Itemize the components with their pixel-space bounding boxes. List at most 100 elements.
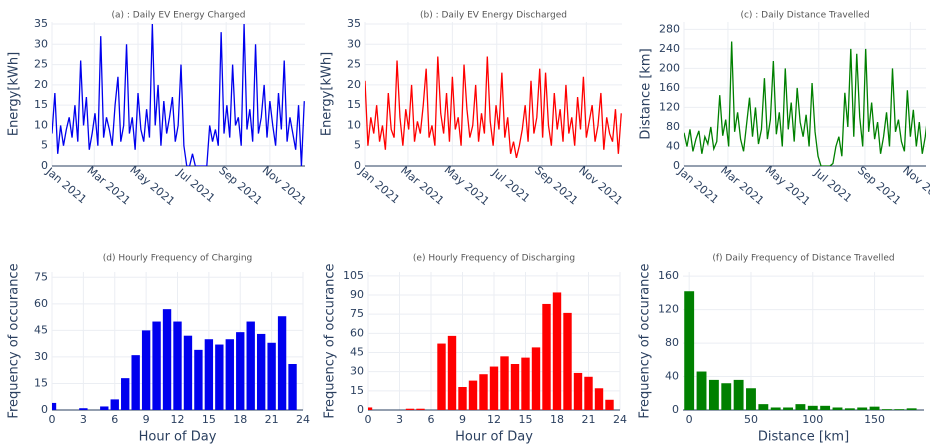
bar	[162, 309, 172, 410]
y-tick-label: 30	[347, 37, 361, 50]
bar	[194, 349, 203, 410]
x-tick-label: 18	[233, 413, 247, 426]
plot	[52, 24, 305, 166]
y-axis-label: Frequency of occurance	[638, 263, 653, 418]
x-tick-label: 9	[143, 413, 150, 426]
bar	[696, 371, 707, 410]
y-tick-label: 5	[354, 139, 361, 152]
x-tick-label: Jul 2021	[489, 166, 532, 205]
y-axis-label: Frequency of occurance	[323, 263, 338, 418]
bar	[416, 408, 425, 410]
bar	[510, 364, 520, 410]
bar	[437, 343, 446, 410]
y-tick-label: 80	[665, 336, 679, 349]
x-tick-label: May 2021	[127, 163, 177, 208]
bar	[832, 407, 843, 410]
x-tick-label: Mar 2021	[718, 164, 766, 208]
bar	[807, 405, 818, 410]
bar	[746, 388, 756, 410]
y-tick-label: 0	[673, 159, 680, 172]
y-tick-label: 60	[350, 326, 364, 339]
chart-title: (f) Daily Frequency of Distance Travelle…	[712, 254, 894, 264]
x-tick-label: May 2021	[763, 163, 813, 208]
bar	[758, 404, 769, 410]
bar	[605, 399, 614, 410]
x-tick-label: Jan 2021	[43, 164, 89, 206]
y-tick-label: 280	[659, 22, 680, 35]
bar	[733, 379, 744, 410]
panel: (d) Hourly Frequency of Charging01530456…	[7, 254, 311, 445]
bar	[500, 356, 509, 410]
bar	[173, 321, 182, 410]
bar	[894, 409, 905, 410]
x-tick-label: Nov 2021	[576, 164, 625, 208]
y-tick-label: 160	[658, 269, 679, 282]
panel: (c) : Daily Distance Travelled 0 40 80 120 16…	[639, 11, 930, 209]
x-tick-label: 3	[80, 413, 87, 426]
bar	[131, 355, 140, 410]
y-tick-label: 160	[659, 81, 680, 94]
panel: (b) : Daily EV Energy Discharged 0 5 10 15 20…	[320, 11, 626, 209]
bar	[770, 407, 781, 410]
bar	[246, 321, 255, 410]
chart-title: (d) Hourly Frequency of Charging	[103, 254, 253, 264]
y-tick-label: 75	[350, 307, 364, 320]
bar	[563, 312, 572, 410]
bar	[267, 342, 276, 410]
y-tick-label: 200	[659, 61, 680, 74]
y-tick-label: 105	[343, 269, 364, 282]
x-tick-label: Nov 2021	[900, 164, 930, 208]
x-tick-label: 24	[296, 413, 310, 426]
x-tick-label: 21	[265, 413, 279, 426]
bar	[684, 291, 695, 410]
bar	[52, 402, 57, 410]
bar	[447, 335, 457, 410]
bar	[708, 379, 719, 410]
y-axis-label: Energy[kWh]	[7, 52, 22, 136]
y-tick-label: 30	[34, 350, 48, 363]
bar	[573, 372, 583, 410]
x-tick-label: Jan 2021	[356, 164, 402, 206]
bar	[468, 380, 478, 410]
y-tick-label: 60	[34, 297, 48, 310]
bar	[521, 357, 530, 410]
bar	[121, 378, 130, 410]
bar	[531, 347, 541, 410]
bar	[721, 383, 732, 410]
chart-title: (e) Hourly Frequency of Discharging	[413, 254, 575, 264]
y-axis-label: Frequency of occurance	[7, 263, 22, 418]
bar	[906, 408, 917, 410]
x-tick-label: 100	[802, 413, 823, 426]
x-tick-label: May 2021	[442, 163, 492, 208]
bar	[225, 339, 234, 410]
bar	[542, 303, 551, 410]
y-tick-label: 15	[347, 98, 361, 111]
x-tick-label: Mar 2021	[398, 164, 446, 208]
bar	[552, 292, 562, 410]
bar	[236, 332, 245, 410]
x-axis-label: Distance [km]	[758, 430, 849, 445]
y-tick-label: 25	[347, 58, 361, 71]
bar	[204, 339, 214, 410]
bar	[489, 366, 499, 410]
y-tick-label: 40	[666, 139, 680, 152]
bar	[820, 405, 831, 410]
plot	[684, 291, 917, 410]
x-tick-label: 3	[396, 413, 403, 426]
y-tick-label: 240	[659, 42, 680, 55]
chart-title: (b) : Daily EV Energy Discharged	[420, 11, 567, 21]
x-tick-label: Jul 2021	[174, 166, 217, 205]
y-tick-label: 30	[350, 365, 364, 378]
y-tick-label: 10	[34, 118, 48, 131]
y-tick-label: 10	[347, 118, 361, 131]
bar	[783, 407, 793, 410]
y-tick-label: 0	[41, 403, 48, 416]
chart-title: (c) : Daily Distance Travelled	[740, 11, 869, 21]
bar	[256, 333, 266, 410]
x-tick-label: Jan 2021	[675, 164, 721, 206]
x-axis-label: Hour of Day	[139, 430, 217, 445]
bar	[110, 399, 119, 410]
x-tick-label: 15	[202, 413, 216, 426]
y-tick-label: 80	[666, 120, 680, 133]
x-tick-label: 15	[519, 413, 533, 426]
